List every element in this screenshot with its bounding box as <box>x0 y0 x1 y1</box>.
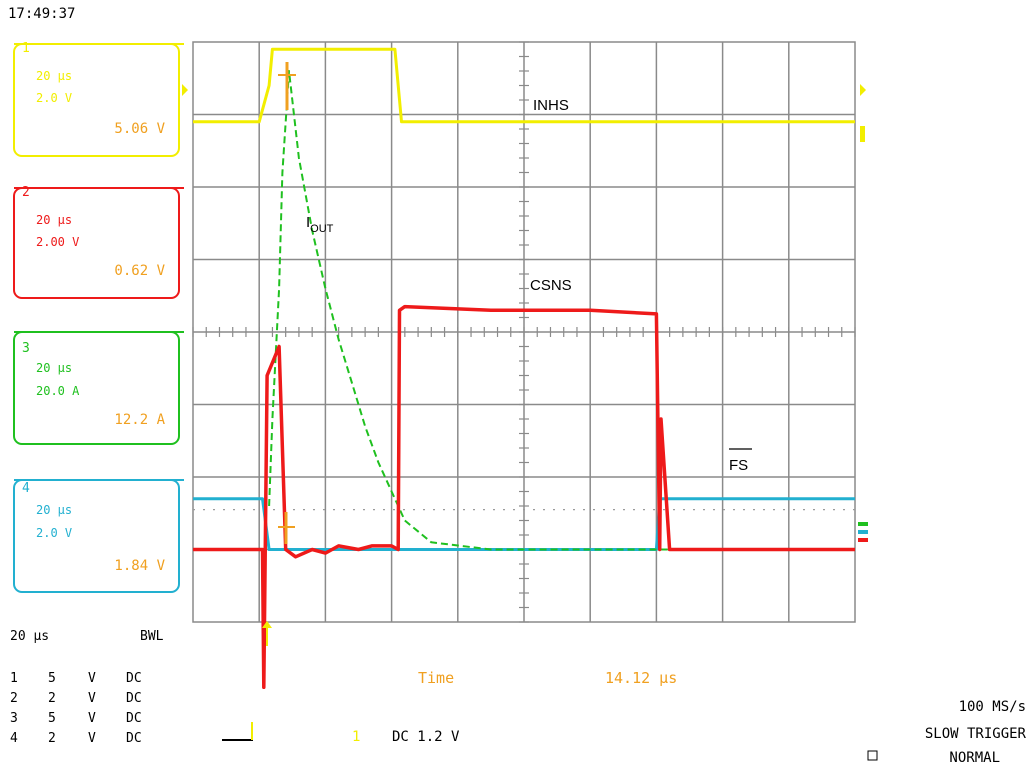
footer-ch2-settings: 2 2 V DC <box>10 691 142 706</box>
ch-level-marker-bottom <box>858 522 868 542</box>
grid <box>192 41 856 623</box>
trace-csns <box>193 304 855 690</box>
label-iout-main: I <box>306 214 310 231</box>
ch2-value: 0.62 V <box>114 263 165 279</box>
ch2-panel: 2 20 µs 2.00 V 0.62 V <box>13 185 184 299</box>
footer-trigger-level: DC 1.2 V <box>392 729 460 745</box>
trace-iout <box>268 70 855 551</box>
footer-bwl: BWL <box>140 629 164 644</box>
ch2-id: 2 <box>22 185 30 200</box>
footer-trigger-channel: 1 <box>352 729 360 745</box>
ch1-level-marker <box>182 84 866 142</box>
traces <box>193 47 855 690</box>
footer-timebase: 20 µs <box>10 629 49 644</box>
ch3-value: 12.2 A <box>114 412 165 428</box>
timestamp: 17:49:37 <box>8 6 75 22</box>
label-fs: FS <box>729 457 748 474</box>
ch2-scale: 2 <box>48 691 56 706</box>
ch1-coupling: DC <box>126 671 142 686</box>
ch1-line2: 2.0 V <box>36 91 72 105</box>
ch3-id: 3 <box>22 341 30 356</box>
ch4-panel: 4 20 µs 2.0 V 1.84 V <box>13 479 184 593</box>
label-iout: IOUT <box>306 214 334 235</box>
ch4-line2: 2.0 V <box>36 526 72 540</box>
ch3-num: 3 <box>10 711 18 726</box>
footer-ch3-settings: 3 5 V DC <box>10 711 142 726</box>
ch4-line1: 20 µs <box>36 503 72 517</box>
footer-sample-rate: 100 MS/s <box>959 699 1026 715</box>
ch3-coupling: DC <box>126 711 142 726</box>
ch3-panel: 3 20 µs 20.0 A 12.2 A <box>13 331 184 445</box>
ch4-value: 1.84 V <box>114 558 165 574</box>
ch4-unit: V <box>88 731 96 746</box>
label-csns: CSNS <box>530 277 572 294</box>
ch1-panel: 1 20 µs 2.0 V 5.06 V <box>13 41 184 157</box>
footer-ch1-settings: 1 5 V DC <box>10 671 142 686</box>
ch2-num: 2 <box>10 691 18 706</box>
ch2-line1: 20 µs <box>36 213 72 227</box>
trace-inhs <box>193 47 855 124</box>
ch2-unit: V <box>88 691 96 706</box>
ch1-value: 5.06 V <box>114 121 165 137</box>
cursor-marker-orange <box>278 62 296 544</box>
footer-time-value: 14.12 µs <box>605 669 677 687</box>
ch3-unit: V <box>88 711 96 726</box>
ch1-line1: 20 µs <box>36 69 72 83</box>
ch4-num: 4 <box>10 731 18 746</box>
ch1-num: 1 <box>10 671 18 686</box>
trigger-edge-icon <box>222 722 253 741</box>
footer-ch4-settings: 4 2 V DC <box>10 731 142 746</box>
acq-mode-checkbox <box>867 750 878 761</box>
ch3-line1: 20 µs <box>36 361 72 375</box>
label-inhs: INHS <box>533 97 569 114</box>
footer-time-label: Time <box>418 669 454 687</box>
ch2-coupling: DC <box>126 691 142 706</box>
ch1-unit: V <box>88 671 96 686</box>
ch4-id: 4 <box>22 481 30 496</box>
ch4-coupling: DC <box>126 731 142 746</box>
ch3-line2: 20.0 A <box>36 384 80 398</box>
ch3-scale: 5 <box>48 711 56 726</box>
label-iout-sub: OUT <box>310 223 334 235</box>
footer-trigger-mode: SLOW TRIGGER <box>925 726 1027 742</box>
ch1-id: 1 <box>22 41 30 56</box>
ch2-line2: 2.00 V <box>36 235 79 249</box>
footer-acq-mode: NORMAL <box>949 750 1000 766</box>
ch1-scale: 5 <box>48 671 56 686</box>
trigger-marker <box>262 621 272 646</box>
ch4-scale: 2 <box>48 731 56 746</box>
